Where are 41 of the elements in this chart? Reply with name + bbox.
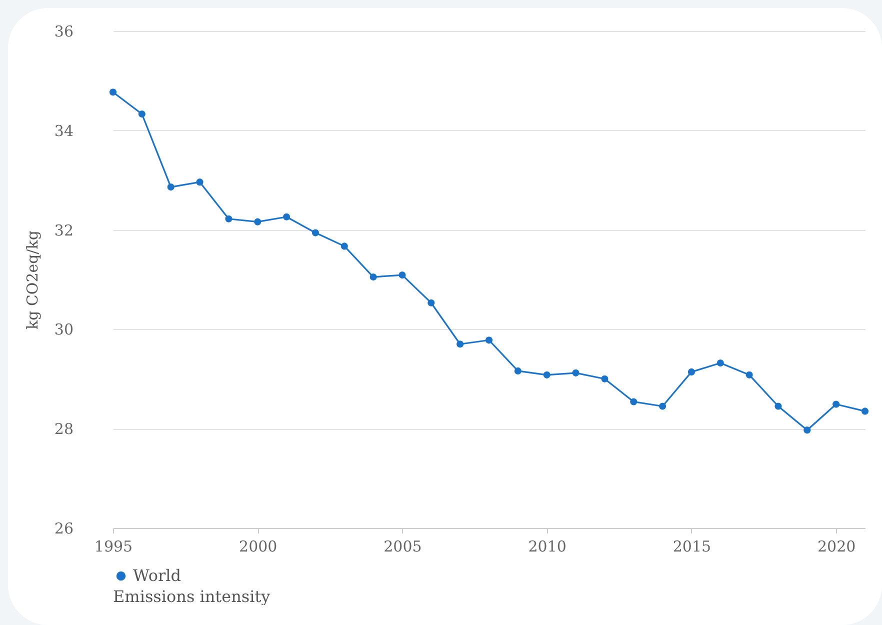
point (254, 218, 262, 226)
point (716, 359, 724, 367)
point (832, 400, 840, 408)
y-tick-label: 26 (54, 520, 74, 538)
point (861, 408, 869, 415)
x-tick-label: 2005 (384, 538, 422, 556)
point (312, 229, 319, 236)
x-tick-label: 2000 (239, 538, 278, 556)
y-tick-label: 28 (54, 420, 74, 438)
point (370, 273, 377, 281)
x-tick-label: 2020 (817, 538, 856, 556)
x-tick-label: 2010 (528, 538, 566, 556)
legend-label: World (133, 566, 181, 585)
point (398, 272, 406, 279)
point (196, 178, 204, 186)
point (109, 88, 117, 96)
point (572, 369, 580, 376)
point (514, 367, 522, 374)
x-tick-label: 2015 (672, 538, 712, 556)
y-tick-label: 30 (54, 320, 74, 339)
point (225, 215, 232, 222)
point (543, 371, 550, 378)
y-axis-title: kg CO2eq/kg (23, 230, 42, 330)
point (456, 340, 464, 348)
point (138, 110, 146, 118)
point (630, 398, 638, 406)
point (746, 371, 753, 378)
x-tick-label: 1995 (94, 538, 133, 556)
point (428, 299, 435, 306)
y-tick-label: 36 (54, 22, 74, 40)
point (774, 402, 782, 410)
point (485, 336, 493, 344)
point (283, 213, 290, 220)
y-tick-label: 32 (54, 221, 74, 240)
point (167, 184, 174, 191)
y-tick-label: 34 (54, 122, 74, 140)
point (340, 242, 348, 250)
point (688, 368, 695, 376)
point (601, 375, 608, 382)
point (804, 426, 811, 434)
point (659, 402, 666, 410)
